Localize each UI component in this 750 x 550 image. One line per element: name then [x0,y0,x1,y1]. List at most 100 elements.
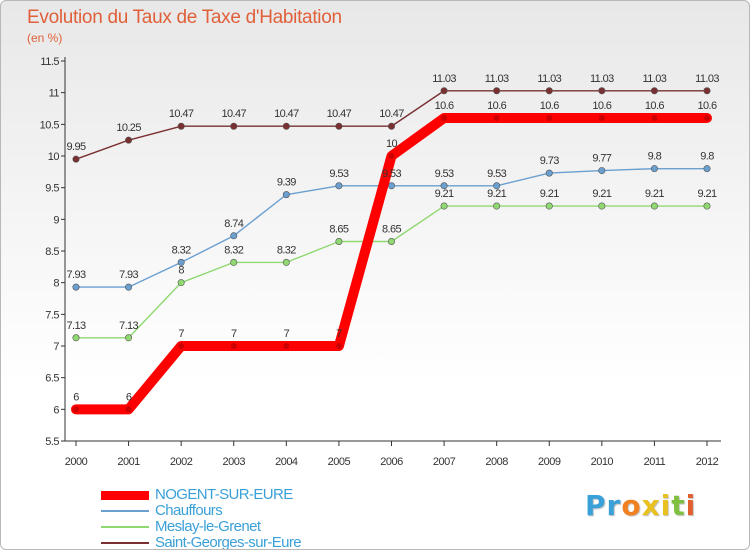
legend-swatch [101,542,149,544]
logo-letter: i [685,489,697,522]
data-point [650,165,658,173]
data-label: 10.6 [435,100,454,112]
data-point [230,258,238,266]
data-label: 9.95 [66,141,85,153]
data-label: 10.6 [540,100,559,112]
data-label: 9.21 [645,188,664,200]
data-point [72,155,80,163]
data-point [283,343,290,349]
data-label: 7.13 [119,320,138,332]
data-label: 9.21 [697,188,716,200]
data-point [650,87,658,95]
data-point [230,122,238,130]
y-tick-label: 5.5 [45,436,59,448]
x-tick-label: 2008 [485,456,508,468]
x-tick-label: 2009 [538,456,561,468]
x-tick-label: 2010 [591,456,614,468]
data-label: 10.47 [274,108,299,120]
y-tick-label: 7 [53,341,59,353]
data-label: 7 [284,328,290,340]
data-point [650,202,658,210]
series-line-1 [71,113,712,415]
data-point [388,153,395,159]
data-label: 9.53 [382,168,401,180]
data-label: 9.8 [648,151,662,163]
x-tick-label: 2006 [380,456,403,468]
data-point [230,232,238,240]
logo-letter: i [660,489,672,522]
data-point [493,202,501,210]
data-point [125,136,133,144]
x-tick-label: 2012 [696,456,719,468]
data-label: 8.32 [277,244,296,256]
data-label: 7.93 [66,269,85,281]
data-label: 11.03 [485,73,509,85]
data-label: 7 [231,328,237,340]
data-point [387,238,395,246]
data-point [651,115,658,121]
y-tick-label: 9 [53,214,59,226]
data-point [493,87,501,95]
data-point [545,169,553,177]
data-point [177,279,185,287]
x-tick-label: 2000 [65,456,88,468]
logo-letter: o [621,489,642,522]
data-point [230,343,237,349]
x-tick-label: 2004 [275,456,298,468]
legend-swatch [101,510,149,512]
data-point [72,283,80,291]
logo-letter: t [671,489,686,522]
data-label: 11.03 [537,73,561,85]
y-tick-label: 6.5 [45,373,59,385]
data-label: 8.74 [224,218,243,230]
data-point [177,258,185,266]
y-tick-label: 11.5 [40,56,59,68]
y-tick-label: 8 [53,278,59,290]
data-label: 11.03 [643,73,667,85]
data-point [125,406,132,413]
data-point [598,202,606,210]
data-label: 9.21 [592,188,611,200]
data-label: 9.53 [435,168,454,180]
y-tick-label: 11 [49,88,60,100]
logo-letter: r [606,489,622,522]
data-label: 10.25 [116,122,141,134]
data-point [598,87,606,95]
data-label: 9.21 [435,188,454,200]
data-point [387,122,395,130]
data-point [440,182,448,190]
data-label: 10.47 [221,108,246,120]
legend-label: Chauffours [155,502,223,519]
x-tick-label: 2002 [170,456,193,468]
data-point [178,343,185,349]
data-point [73,406,79,413]
y-tick-label: 10.5 [40,119,60,131]
data-point [441,115,448,121]
data-point [72,334,80,342]
data-point [440,87,448,95]
data-point [704,115,710,121]
data-label: 6 [126,391,132,403]
y-tick-label: 9.5 [45,183,59,195]
data-label: 10.47 [327,108,352,120]
y-tick-label: 8.5 [45,246,59,258]
data-label: 10.47 [379,108,404,120]
data-label: 8.32 [172,244,191,256]
logo-letter: x [641,489,661,522]
data-point [125,283,133,291]
y-tick-label: 10 [48,151,60,163]
data-label: 10.6 [592,100,611,112]
chart-title: Evolution du Taux de Taxe d'Habitation [27,7,342,28]
data-label: 9.53 [329,168,348,180]
data-label: 7 [336,328,342,340]
data-point [545,202,553,210]
chart-subtitle: (en %) [27,31,63,45]
data-label: 11.03 [695,73,719,85]
data-label: 9.21 [487,188,506,200]
data-label: 7.93 [119,269,138,281]
data-label: 10.6 [487,100,506,112]
data-point [335,343,342,349]
data-label: 8.65 [382,224,401,236]
data-label: 8.32 [224,244,243,256]
